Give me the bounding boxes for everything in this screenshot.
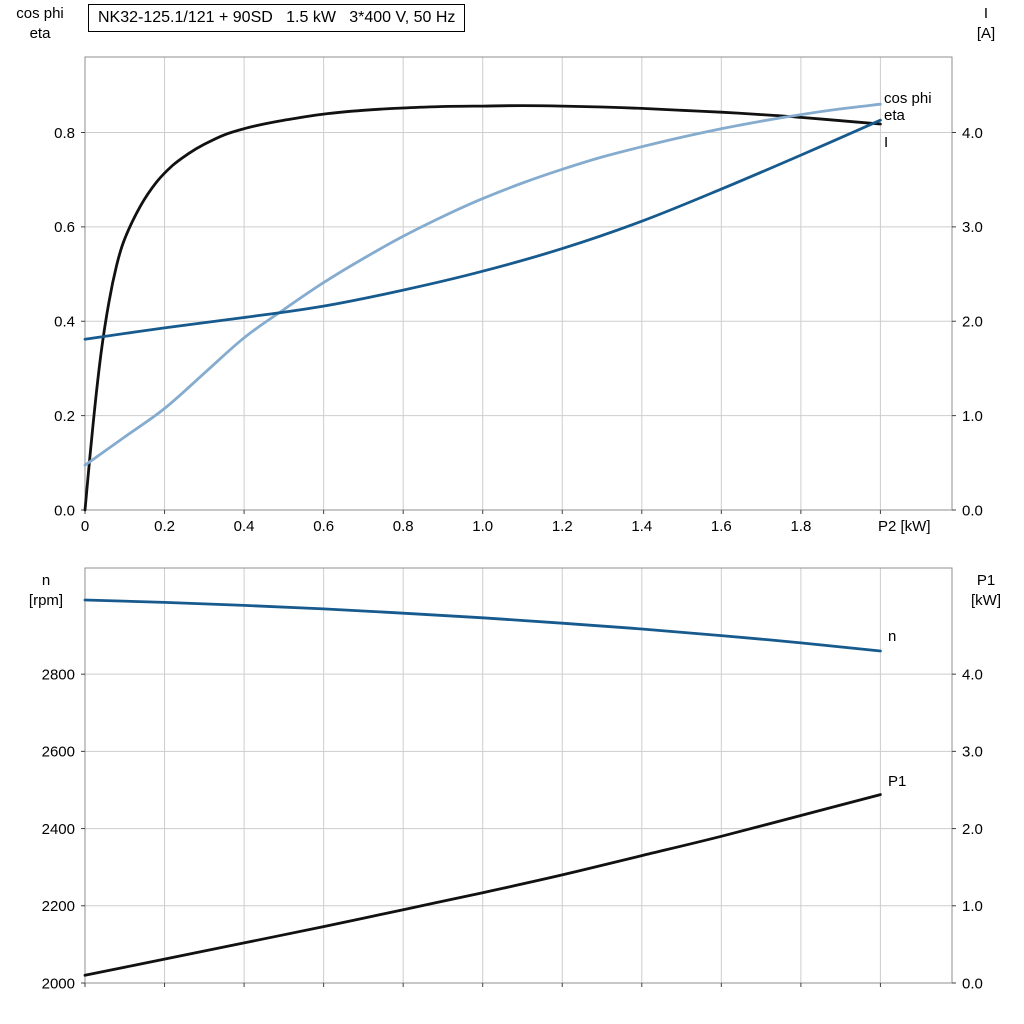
curve-current	[83, 118, 882, 341]
x-tick-label: 0.6	[313, 518, 334, 535]
left-tick-label: 0.4	[54, 314, 75, 331]
right-axis-title-line1: P1	[977, 572, 995, 589]
curve-label-input-power: P1	[888, 773, 906, 790]
right-tick-label: 2.0	[962, 314, 983, 331]
gridlines	[85, 57, 952, 510]
tick-marks	[81, 673, 956, 987]
x-tick-label: 1.2	[552, 518, 573, 535]
right-axis-title-line2: [kW]	[971, 592, 1001, 609]
x-tick-label: 0.8	[393, 518, 414, 535]
right-tick-label: 0.0	[962, 975, 983, 992]
left-axis-title-line1: cos phi	[16, 5, 64, 22]
left-axis-title-line1: n	[42, 572, 50, 589]
left-tick-label: 2600	[42, 744, 75, 761]
left-axis-title-line2: eta	[30, 25, 52, 42]
left-tick-label: 0.0	[54, 502, 75, 519]
x-tick-label: 1.8	[790, 518, 811, 535]
curve-label-cos-phi: cos phi	[884, 90, 932, 107]
left-tick-label: 2800	[42, 666, 75, 683]
right-tick-label: 0.0	[962, 502, 983, 519]
tick-labels: 0 0.2 0.4 0.6 0.8 1.0 1.2 1.4 1.6 1.8 0.0 0.2 0.4 0.6…	[16, 5, 995, 535]
curve-cos-phi	[83, 102, 882, 467]
curve-input-power	[83, 793, 882, 977]
right-tick-label: 1.0	[962, 408, 983, 425]
right-tick-label: 2.0	[962, 821, 983, 838]
curve-eta	[83, 104, 882, 512]
curve-label-eta: eta	[884, 107, 906, 124]
right-tick-label: 3.0	[962, 219, 983, 236]
x-tick-label: 1.6	[711, 518, 732, 535]
motor-electrical-chart: 0 0.2 0.4 0.6 0.8 1.0 1.2 1.4 1.6 1.8 0.0 0.2 0.4 0.6…	[16, 5, 995, 535]
right-tick-label: 3.0	[962, 744, 983, 761]
left-tick-label: 0.2	[54, 408, 75, 425]
right-axis-title-line1: I	[984, 5, 988, 22]
right-tick-label: 4.0	[962, 125, 983, 142]
tick-labels: 2000 2200 2400 2600 2800 0.0 1.0 2.0 3.0 4.0 n [rpm…	[29, 572, 1001, 992]
left-tick-label: 0.8	[54, 125, 75, 142]
x-tick-label: 0.4	[234, 518, 255, 535]
x-tick-label: 1.0	[472, 518, 493, 535]
left-tick-label: 2000	[42, 975, 75, 992]
plot-frame	[84, 56, 953, 511]
right-axis-title-line2: [A]	[977, 25, 995, 42]
gridlines	[85, 568, 952, 983]
curve-label-current: I	[884, 134, 888, 151]
right-tick-label: 4.0	[962, 666, 983, 683]
right-tick-label: 1.0	[962, 898, 983, 915]
speed-power-chart: 2000 2200 2400 2600 2800 0.0 1.0 2.0 3.0 4.0 n [rpm…	[29, 567, 1001, 992]
left-axis-title-line2: [rpm]	[29, 592, 63, 609]
x-tick-label: 1.4	[631, 518, 652, 535]
curve-speed	[83, 598, 882, 653]
x-axis-title: P2 [kW]	[878, 518, 931, 535]
left-tick-label: 2400	[42, 821, 75, 838]
tick-marks	[81, 132, 956, 514]
plot-frame	[84, 567, 953, 984]
chart-title-box: NK32-125.1/121 + 90SD 1.5 kW 3*400 V, 50…	[88, 4, 466, 32]
left-tick-label: 2200	[42, 898, 75, 915]
x-tick-label: 0.2	[154, 518, 175, 535]
curve-label-speed: n	[888, 628, 896, 645]
x-tick-label: 0	[81, 518, 89, 535]
left-tick-label: 0.6	[54, 219, 75, 236]
